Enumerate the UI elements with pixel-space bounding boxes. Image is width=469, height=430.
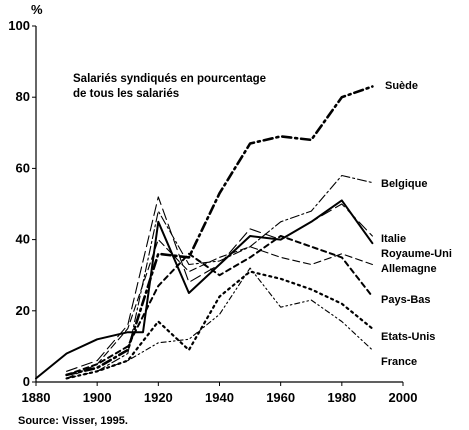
series-label: Etats-Unis bbox=[381, 331, 435, 343]
chart-note-line-1: Salariés syndiqués en pourcentage bbox=[73, 73, 266, 85]
series-label: Royaume-Uni bbox=[381, 248, 452, 260]
x-tick-label: 1920 bbox=[144, 390, 173, 405]
series-label: Allemagne bbox=[381, 263, 437, 275]
series-label: France bbox=[381, 356, 417, 368]
x-tick-label: 1880 bbox=[22, 390, 51, 405]
series-lines bbox=[35, 85, 374, 380]
y-tick-label: 60 bbox=[16, 160, 30, 175]
y-tick-label: 100 bbox=[8, 18, 30, 33]
y-tick-label: 20 bbox=[16, 303, 30, 318]
chart-axes bbox=[32, 25, 404, 386]
y-tick-labels: 0 20 40 60 80 100 bbox=[8, 18, 30, 389]
y-tick-label: 0 bbox=[23, 374, 30, 389]
series-line-8 bbox=[66, 267, 373, 379]
x-tick-label: 1980 bbox=[327, 390, 356, 405]
series-label: Pays-Bas bbox=[381, 294, 431, 306]
x-tick-label: 1940 bbox=[205, 390, 234, 405]
series-line-1 bbox=[65, 85, 374, 377]
series-label: Italie bbox=[381, 233, 406, 245]
series-line-5 bbox=[66, 239, 373, 379]
chart-note-line-2: de tous les salariés bbox=[73, 88, 179, 100]
x-tick-label: 2000 bbox=[389, 390, 418, 405]
source-note: Source: Visser, 1995. bbox=[18, 415, 128, 427]
series-line-4 bbox=[66, 196, 373, 372]
x-tick-labels: 1880 1900 1920 1940 1960 1980 2000 bbox=[22, 390, 418, 405]
series-line-6 bbox=[65, 235, 374, 376]
x-tick-label: 1960 bbox=[266, 390, 295, 405]
series-label: Belgique bbox=[381, 178, 427, 190]
series-line-2 bbox=[96, 174, 373, 372]
series-label: Suède bbox=[385, 80, 418, 92]
x-tick-label: 1900 bbox=[83, 390, 112, 405]
y-tick-label: 80 bbox=[16, 89, 30, 104]
y-tick-label: 40 bbox=[16, 232, 30, 247]
y-axis-unit-label: % bbox=[31, 2, 43, 17]
series-labels: Suède Belgique Italie Royaume-Uni Allemagne P… bbox=[381, 80, 452, 368]
